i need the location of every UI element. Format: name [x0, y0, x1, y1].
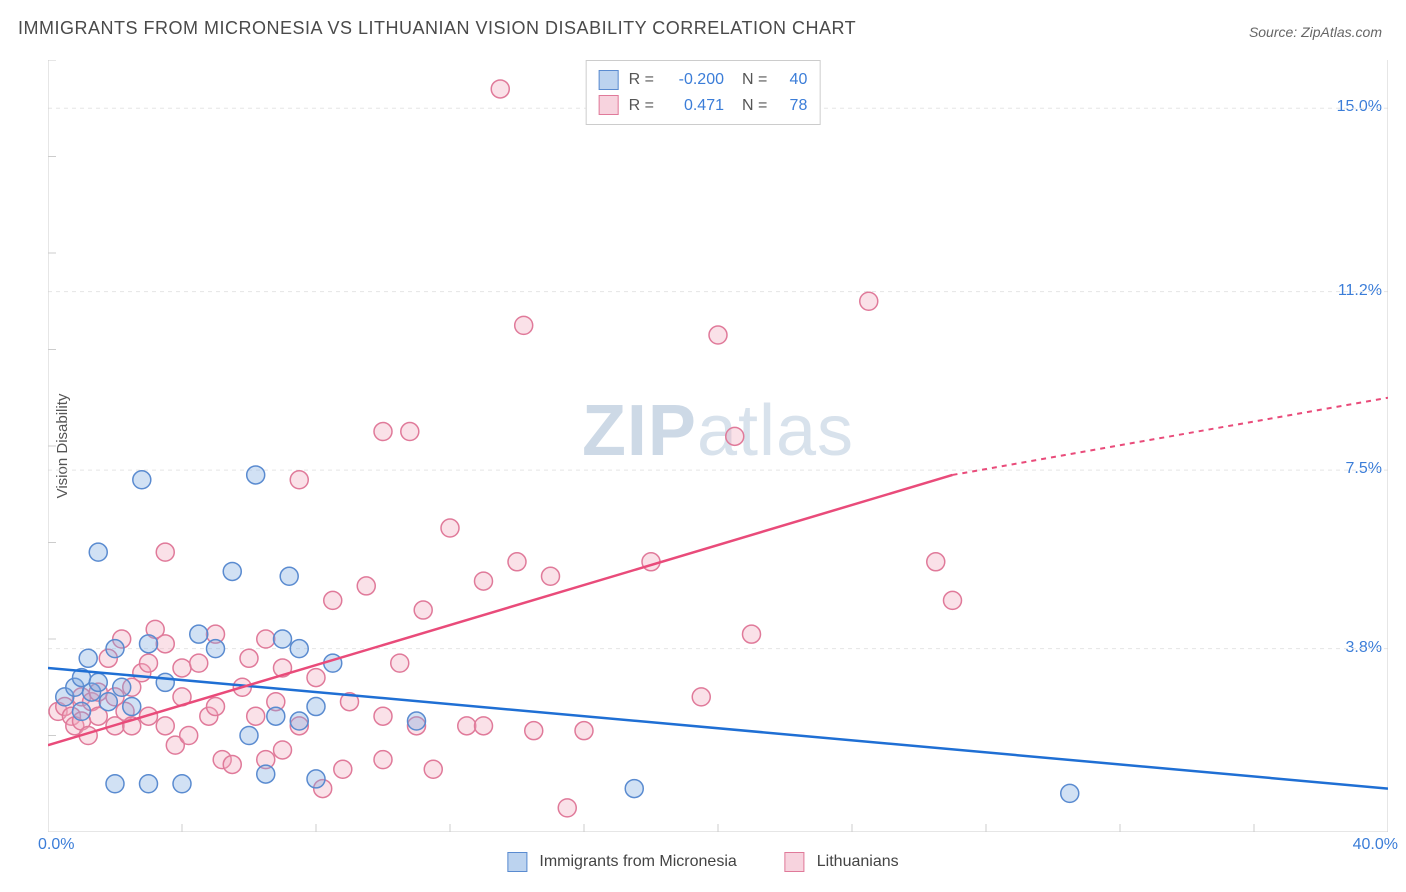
- plot-area: ZIPatlas 3.8%7.5%11.2%15.0% 0.0% 40.0%: [48, 60, 1388, 832]
- r-value-1: -0.200: [664, 67, 724, 93]
- legend-swatch-blue: [507, 852, 527, 872]
- legend-label-lithuanian: Lithuanians: [817, 853, 899, 871]
- scatter-chart: [48, 60, 1388, 832]
- legend-swatch-pink: [785, 852, 805, 872]
- correlation-legend: R = -0.200 N = 40 R = 0.471 N = 78: [586, 60, 821, 125]
- chart-title: IMMIGRANTS FROM MICRONESIA VS LITHUANIAN…: [18, 18, 856, 39]
- n-value-1: 40: [777, 67, 807, 93]
- legend-row-lithuanian: R = 0.471 N = 78: [599, 93, 808, 119]
- series-legend: Immigrants from Micronesia Lithuanians: [507, 852, 898, 872]
- n-label: N =: [742, 93, 767, 119]
- legend-swatch-blue: [599, 70, 619, 90]
- xtick-min: 0.0%: [38, 836, 74, 854]
- legend-swatch-pink: [599, 95, 619, 115]
- r-label: R =: [629, 93, 654, 119]
- r-label: R =: [629, 67, 654, 93]
- legend-row-micronesia: R = -0.200 N = 40: [599, 67, 808, 93]
- n-label: N =: [742, 67, 767, 93]
- source-attribution: Source: ZipAtlas.com: [1249, 24, 1382, 40]
- r-value-2: 0.471: [664, 93, 724, 119]
- xtick-max: 40.0%: [1353, 836, 1398, 854]
- legend-label-micronesia: Immigrants from Micronesia: [539, 853, 736, 871]
- n-value-2: 78: [777, 93, 807, 119]
